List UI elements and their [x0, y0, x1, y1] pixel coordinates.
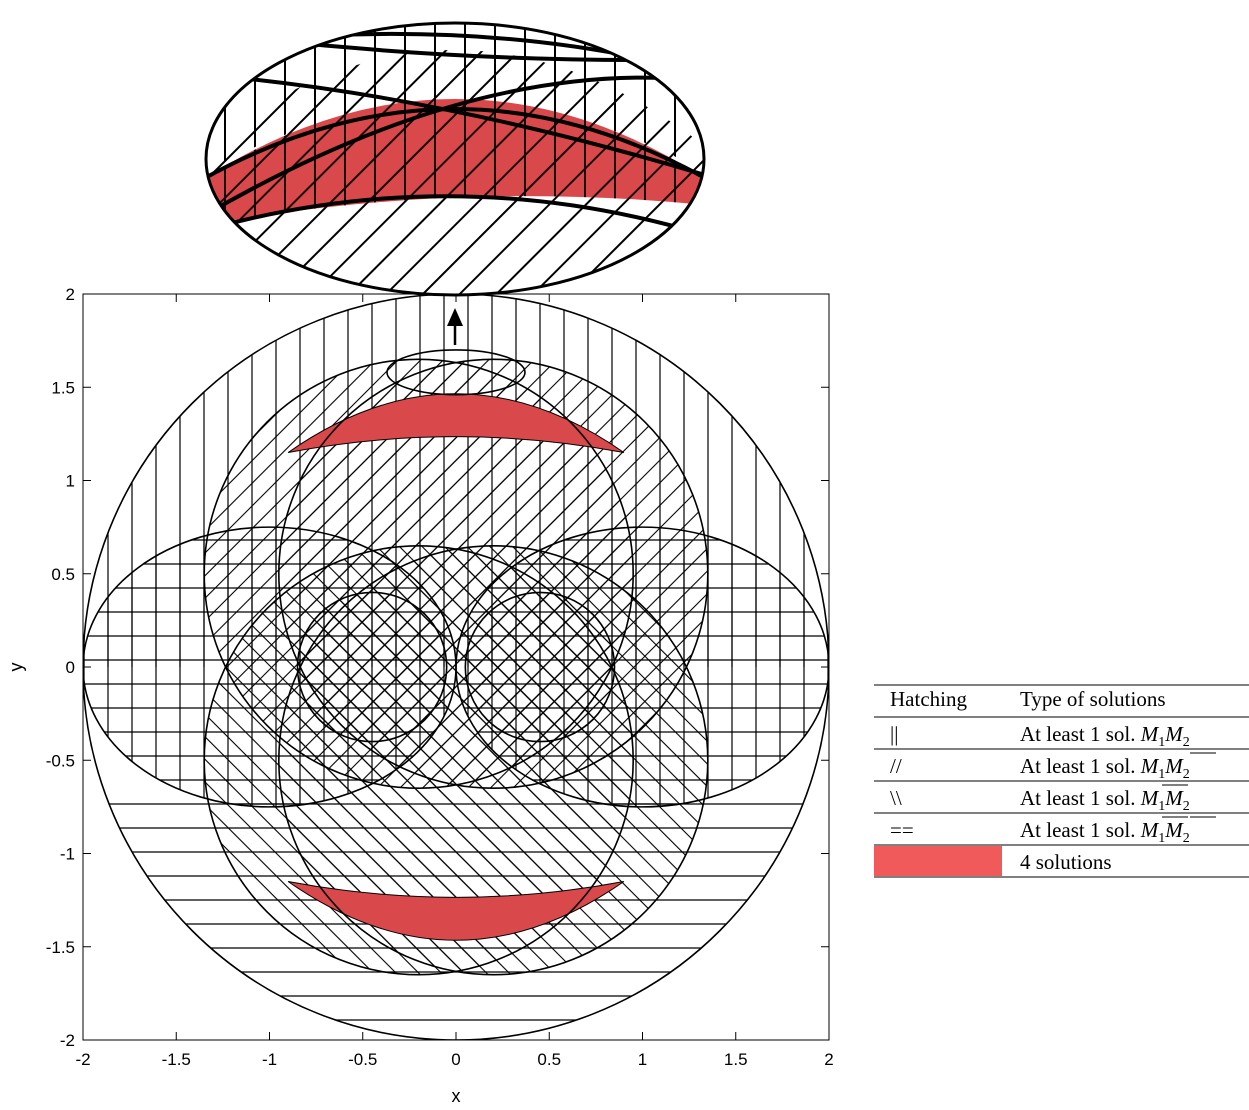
plot-area: [83, 294, 829, 1040]
four-solutions-region-top: [287, 393, 625, 454]
x-tick-label: -1: [262, 1050, 277, 1069]
y-tick-label: 1: [66, 472, 75, 491]
four-solutions-regions: [287, 393, 625, 941]
x-tick-label: 1: [638, 1050, 647, 1069]
y-tick-label: -1: [60, 845, 75, 864]
four-solutions-region-bottom: [287, 880, 625, 941]
legend-hatch-symbol: \\: [890, 786, 902, 810]
legend-header-hatching: Hatching: [890, 687, 967, 711]
x-tick-label: -2: [75, 1050, 90, 1069]
x-tick-label: -0.5: [348, 1050, 377, 1069]
y-axis-label: y: [6, 663, 26, 672]
x-tick-label: -1.5: [162, 1050, 191, 1069]
axis-ticks: -2 -1.5 -1 -0.5 0 0.5 1 1.5 2 2 1.5 1 0.5 0 -0.5 -1 -1.5…: [46, 285, 834, 1069]
region-boundaries: [83, 294, 829, 1040]
x-tick-label: 2: [824, 1050, 833, 1069]
y-tick-label: 2: [66, 285, 75, 304]
legend-table: Hatching Type of solutions || At least 1 …: [874, 684, 1249, 878]
y-tick-label: -1.5: [46, 938, 75, 957]
legend-row: // At least 1 sol. M1M2: [874, 752, 1249, 782]
zoom-inset-border: [204, 21, 706, 297]
legend-hatch-symbol: ||: [890, 722, 898, 746]
x-tick-label: 1.5: [724, 1050, 748, 1069]
legend-row-text: At least 1 sol. M1M2: [1020, 754, 1190, 782]
legend-row-text: At least 1 sol. M1M2: [1020, 722, 1190, 750]
y-tick-label: 0.5: [51, 565, 75, 584]
legend-hatch-symbol: ==: [890, 818, 914, 842]
hatch-layer: [83, 294, 829, 1040]
region-boundary-left-inner-circle: [296, 591, 448, 743]
zoom-locator-ellipse: [386, 349, 526, 396]
region-boundary-upper-left-circle: [203, 358, 634, 790]
legend-row: || At least 1 sol. M1M2: [874, 722, 1249, 750]
x-tick-label: 0.5: [537, 1050, 561, 1069]
legend-row: 4 solutions: [874, 846, 1249, 878]
legend-row-text: At least 1 sol. M1M2: [1020, 786, 1190, 814]
region-boundary-right-oval: [455, 526, 829, 808]
legend-hatch-symbol: //: [890, 754, 902, 778]
legend-header-type: Type of solutions: [1020, 687, 1166, 711]
legend-row-text: At least 1 sol. M1M2: [1020, 818, 1190, 846]
region-boundary-right-inner-circle: [464, 591, 616, 743]
x-tick-label: 0: [451, 1050, 460, 1069]
region-boundary-lower-left-circle: [203, 544, 634, 976]
region-boundary-lower-right-circle: [278, 544, 709, 976]
zoom-inset: [204, 21, 706, 345]
y-tick-label: -2: [60, 1031, 75, 1050]
y-tick-label: -0.5: [46, 751, 75, 770]
zoom-arrow-head: [447, 308, 463, 326]
legend-row: == At least 1 sol. M1M2: [874, 816, 1249, 846]
legend-row: \\ At least 1 sol. M1M2: [874, 784, 1249, 814]
legend-swatch-four-solutions: [874, 846, 1002, 876]
y-tick-label: 0: [66, 658, 75, 677]
region-boundary-upper-right-circle: [278, 358, 709, 790]
y-tick-label: 1.5: [51, 378, 75, 397]
x-axis-label: x: [452, 1086, 461, 1106]
legend-row-text: 4 solutions: [1020, 850, 1112, 874]
